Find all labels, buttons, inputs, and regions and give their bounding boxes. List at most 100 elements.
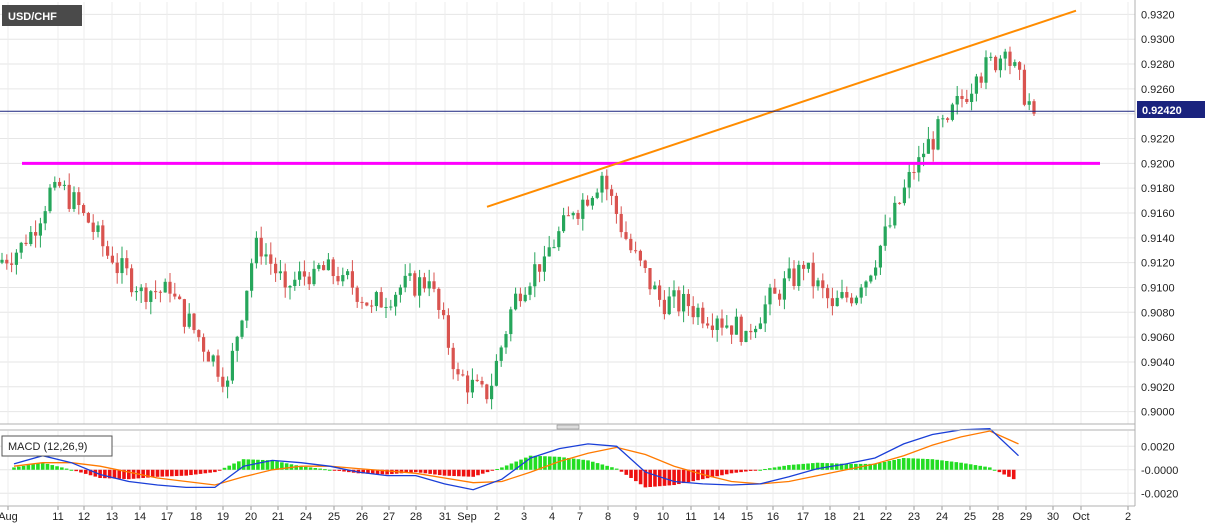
candle-body — [888, 225, 892, 227]
macd-tick-label: -0.0000 — [1141, 465, 1178, 477]
candle-body — [797, 264, 801, 286]
panel-resize-handle[interactable] — [556, 424, 580, 430]
macd-histogram-bar — [208, 469, 212, 473]
candle-body — [346, 271, 350, 276]
candle-body — [144, 287, 148, 302]
macd-histogram-bar — [777, 466, 782, 470]
symbol-label: USD/CHF — [8, 11, 57, 23]
macd-tick-label: -0.0020 — [1141, 488, 1178, 500]
macd-histogram-bar — [423, 469, 428, 474]
candle-body — [466, 375, 470, 393]
time-tick-label: 18 — [824, 511, 836, 523]
macd-histogram-bar — [461, 469, 466, 477]
macd-histogram-bar — [944, 460, 949, 470]
candle-body — [533, 264, 537, 287]
macd-histogram-bar — [605, 465, 609, 470]
candle-body — [586, 199, 590, 206]
macd-histogram-bar — [524, 457, 528, 470]
candle-body — [163, 281, 167, 293]
candle-body — [936, 119, 940, 150]
candle-body — [509, 309, 513, 335]
macd-lines — [13, 428, 1019, 491]
macd-histogram-bar — [40, 462, 45, 470]
candle-body — [115, 262, 119, 274]
macd-histogram-bar — [787, 465, 791, 470]
macd-histogram-bar — [404, 469, 409, 473]
price-tick-label: 0.9060 — [1141, 332, 1175, 344]
time-tick-label: 8 — [605, 511, 611, 523]
candle-body — [226, 380, 230, 387]
macd-histogram-bar — [873, 463, 877, 470]
macd-histogram-bar — [74, 469, 78, 472]
macd-histogram-bar — [514, 461, 519, 470]
symbol-label-box — [2, 5, 82, 26]
candle-body — [53, 181, 57, 188]
candle-body — [1032, 101, 1036, 114]
macd-histogram-bar — [466, 469, 471, 477]
candle-body — [437, 288, 441, 310]
candle-body — [298, 271, 302, 280]
macd-label-box — [1, 435, 113, 457]
candle-body — [259, 237, 263, 257]
macd-histogram-bar — [495, 468, 499, 470]
macd-histogram-bar — [806, 463, 810, 470]
candle-body — [830, 298, 834, 307]
candle-body — [14, 252, 18, 265]
candle-body — [168, 281, 172, 294]
candle-body — [662, 299, 666, 315]
price-tick-label: 0.9160 — [1141, 208, 1175, 220]
macd-histogram-bar — [854, 463, 858, 470]
macd-histogram-bar — [504, 465, 509, 470]
macd-histogram-bar — [973, 465, 978, 470]
macd-histogram-bar — [117, 469, 122, 479]
candle-body — [106, 246, 110, 256]
price-tick-label: 0.9020 — [1141, 382, 1175, 394]
macd-histogram-bar — [629, 469, 633, 478]
price-tick-label: 0.9300 — [1141, 34, 1175, 46]
candle-body — [715, 318, 719, 330]
macd-histogram-bar — [744, 469, 748, 472]
candle-body — [58, 181, 62, 186]
macd-histogram-bar — [227, 465, 232, 470]
candle-body — [235, 336, 239, 351]
candle-body — [1008, 51, 1012, 66]
macd-histogram-bar — [16, 466, 21, 470]
macd-histogram-bar — [897, 458, 901, 470]
macd-histogram-bar — [485, 469, 490, 473]
candle-body — [816, 280, 820, 287]
candle-body — [374, 292, 378, 307]
candle-body — [614, 195, 618, 214]
macd-histogram-bar — [418, 469, 423, 473]
candle-body — [941, 118, 945, 120]
candle-body — [470, 379, 474, 393]
macd-histogram-bar — [385, 469, 389, 475]
macd-histogram-bar — [610, 467, 614, 470]
macd-histogram-bar — [146, 469, 150, 478]
macd-histogram-bar — [686, 469, 691, 483]
macd-histogram-bar — [925, 458, 930, 470]
macd-histogram-bar — [12, 467, 16, 470]
macd-histogram-bar — [595, 463, 600, 470]
time-tick-label: 18 — [190, 511, 202, 523]
candle-body — [547, 247, 551, 257]
macd-histogram-bar — [964, 463, 968, 470]
macd-histogram-bar — [179, 469, 184, 476]
macd-histogram-bar — [763, 468, 767, 470]
candle-body — [173, 293, 177, 297]
macd-histogram-bar — [839, 463, 844, 470]
macd-histogram-bar — [562, 457, 566, 470]
candle-body — [250, 263, 254, 291]
macd-histogram-bar — [571, 458, 576, 470]
candle-body — [499, 347, 503, 361]
macd-histogram-bar — [916, 458, 920, 470]
time-tick-label: 2 — [1125, 511, 1131, 523]
macd-histogram-bar — [634, 469, 638, 482]
macd-line — [13, 428, 1019, 491]
candle-body — [322, 265, 326, 271]
macd-histogram-bar — [442, 469, 447, 476]
candle-body — [931, 139, 935, 150]
macd-histogram-bar — [370, 469, 375, 474]
macd-histogram-bar — [815, 462, 820, 470]
macd-histogram-bar — [753, 469, 758, 471]
candle-body — [422, 277, 426, 289]
